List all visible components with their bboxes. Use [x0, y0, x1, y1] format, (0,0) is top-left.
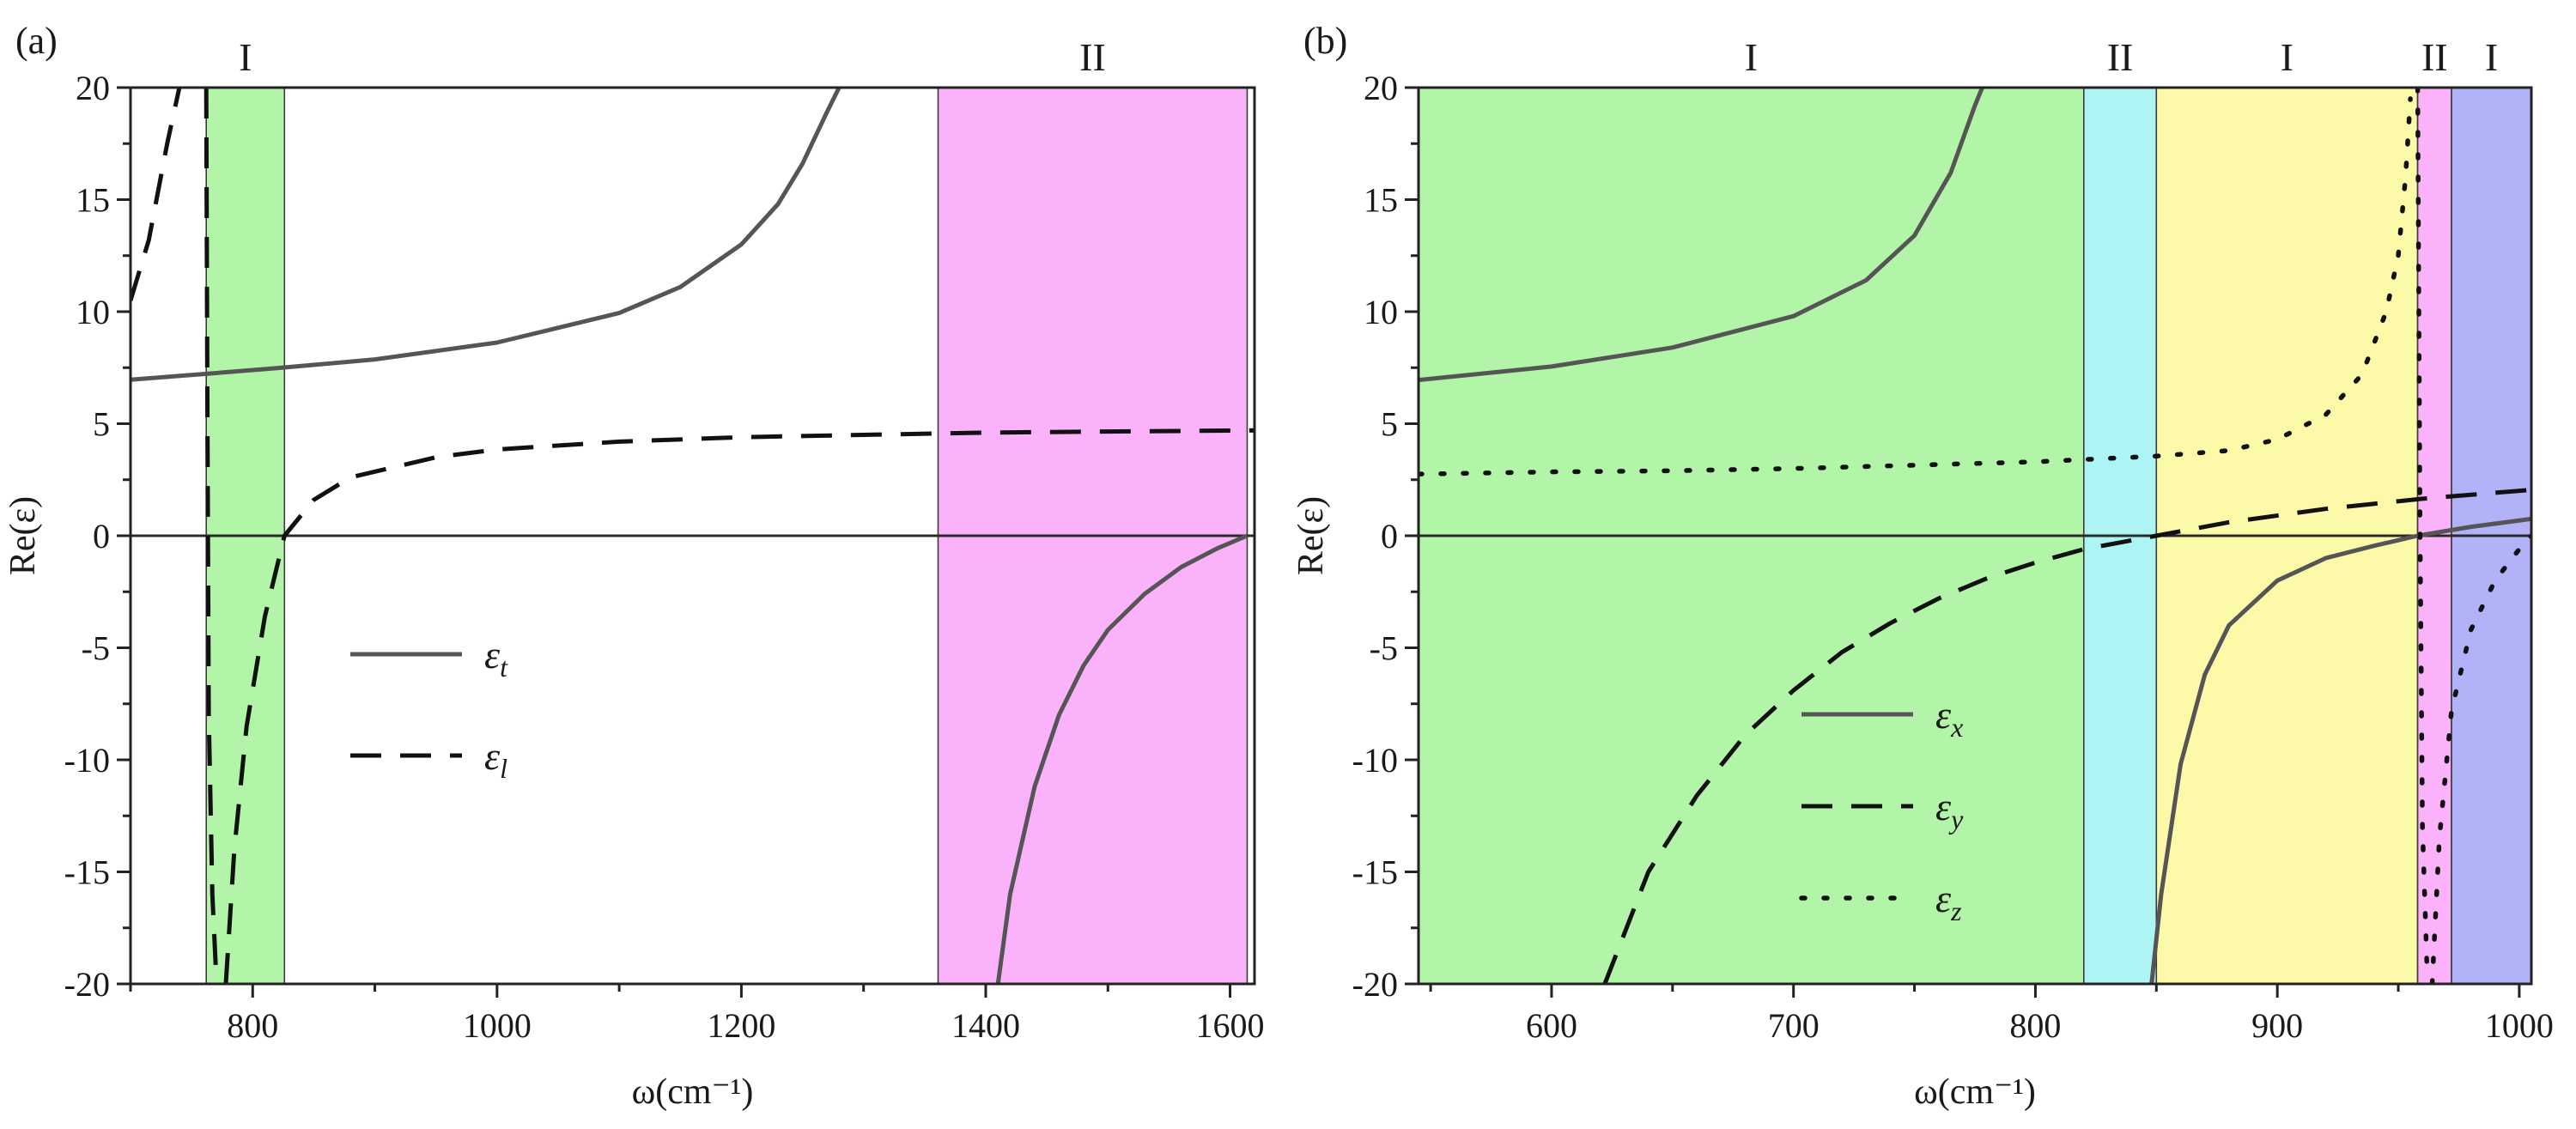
legend-label-εy: εy: [1935, 785, 1964, 835]
series-line-εy-2: [1602, 488, 2531, 984]
y-tick-label: 20: [1364, 69, 1398, 107]
region-label-0: I: [1745, 35, 1758, 79]
region-label-1: II: [1079, 35, 1106, 79]
y-tick-label: 5: [93, 405, 110, 444]
panel-label: (b): [1303, 20, 1347, 62]
y-tick-label: 5: [1381, 405, 1398, 444]
series-line-εl-2: [131, 88, 182, 301]
legend-label-εt: εt: [484, 633, 508, 683]
region-label-2: I: [2281, 35, 2293, 79]
legend-label-εl: εl: [484, 734, 507, 784]
legend: εx εy εz: [1799, 693, 1964, 926]
region-label-0: I: [239, 35, 252, 79]
x-tick-label: 900: [2251, 1006, 2303, 1045]
region-label-1: II: [2107, 35, 2134, 79]
y-tick-label: 0: [1381, 517, 1398, 555]
y-tick-label: 15: [1364, 181, 1398, 220]
series-line-εt-0: [131, 88, 841, 382]
x-tick-label: 1000: [2485, 1006, 2554, 1045]
x-tick-label: 1400: [951, 1006, 1020, 1045]
x-axis-label: ω(cm⁻¹): [632, 1072, 754, 1112]
series-group: [1419, 88, 2531, 984]
series-line-εz-5: [2429, 533, 2531, 984]
y-tick-label: -10: [1352, 741, 1398, 780]
region-label-4: I: [2485, 35, 2498, 79]
x-tick-label: 1000: [463, 1006, 532, 1045]
legend: εt εl: [350, 633, 508, 784]
y-tick-label: 0: [93, 517, 110, 555]
x-axis-label: ω(cm⁻¹): [1914, 1072, 2036, 1112]
y-tick-label: -5: [82, 629, 110, 668]
region-label-3: II: [2421, 35, 2448, 79]
series-line-εx-0: [1419, 88, 1984, 383]
x-tick-label: 1200: [707, 1006, 775, 1045]
x-tick-label: 800: [227, 1006, 278, 1045]
series-line-εt-1: [995, 533, 1249, 984]
x-tick-label: 600: [1526, 1006, 1577, 1045]
series-line-εz-3: [1419, 96, 2413, 476]
y-tick-label: -15: [64, 853, 110, 892]
y-tick-label: 15: [76, 181, 110, 220]
series-line-εz-4: [2415, 88, 2430, 982]
x-tick-label: 800: [2009, 1006, 2061, 1045]
series-line-εl-3: [204, 88, 219, 974]
y-tick-label: -20: [64, 965, 110, 1004]
x-tick-label: 1600: [1196, 1006, 1265, 1045]
y-tick-label: 10: [1364, 293, 1398, 331]
y-axis-label: Re(ε): [1291, 496, 1331, 575]
y-tick-label: -5: [1370, 629, 1398, 668]
series-group: [131, 88, 1255, 984]
legend-label-εx: εx: [1935, 693, 1963, 743]
y-axis-label: Re(ε): [3, 496, 43, 575]
y-tick-label: -15: [1352, 853, 1398, 892]
y-tick-label: -10: [64, 741, 110, 780]
legend-label-εz: εz: [1935, 877, 1962, 926]
series-line-εx-1: [2149, 516, 2531, 984]
panel-label: (a): [15, 20, 58, 62]
y-tick-label: 10: [76, 293, 110, 331]
y-tick-label: 20: [76, 69, 110, 107]
x-tick-label: 700: [1768, 1006, 1820, 1045]
y-tick-label: -20: [1352, 965, 1398, 1004]
